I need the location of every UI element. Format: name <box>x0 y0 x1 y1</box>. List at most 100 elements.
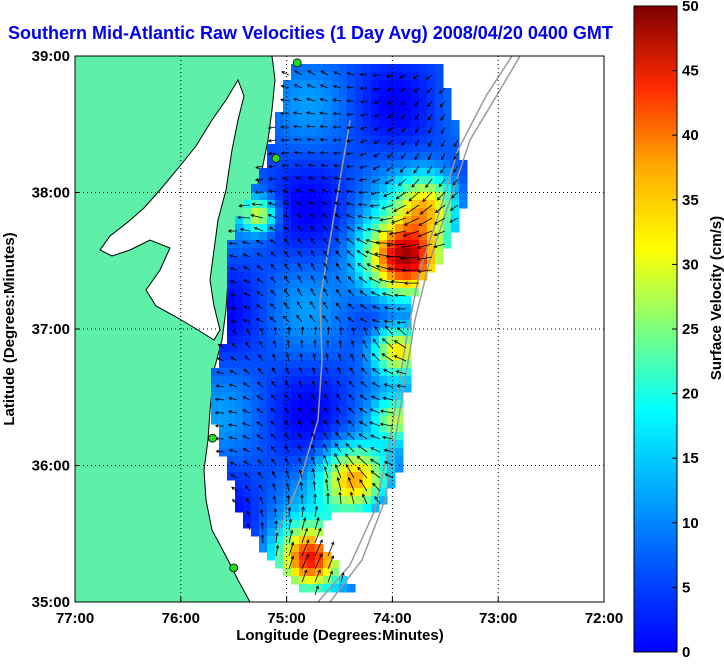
velocity-cell <box>283 344 292 353</box>
velocity-cell <box>363 144 372 153</box>
velocity-cell <box>387 128 396 137</box>
velocity-cell <box>259 504 268 513</box>
velocity-cell <box>339 296 348 305</box>
velocity-cell <box>459 192 468 201</box>
velocity-cell <box>347 272 356 281</box>
x-tick-label: 76:00 <box>162 610 200 627</box>
velocity-cell <box>419 160 428 169</box>
velocity-cell <box>251 480 260 489</box>
velocity-cell <box>323 576 332 585</box>
velocity-cell <box>395 272 404 281</box>
velocity-cell <box>291 320 300 329</box>
velocity-cell <box>307 360 316 369</box>
colorbar-gradient <box>634 6 677 652</box>
velocity-cell <box>371 256 380 265</box>
velocity-cell <box>243 520 252 529</box>
velocity-cell <box>259 200 268 209</box>
velocity-cell <box>379 88 388 97</box>
velocity-cell <box>315 208 324 217</box>
velocity-cell <box>363 96 372 105</box>
velocity-cell <box>403 144 412 153</box>
velocity-cell <box>267 512 276 521</box>
velocity-cell <box>363 304 372 313</box>
velocity-cell <box>347 424 356 433</box>
colorbar-tick-label: 5 <box>682 579 690 596</box>
velocity-cell <box>259 320 268 329</box>
velocity-cell <box>427 208 436 217</box>
velocity-cell <box>235 392 244 401</box>
velocity-cell <box>235 456 244 465</box>
velocity-cell <box>363 360 372 369</box>
velocity-cell <box>363 448 372 457</box>
velocity-cell <box>267 520 276 529</box>
velocity-cell <box>451 216 460 225</box>
velocity-cell <box>323 176 332 185</box>
velocity-cell <box>419 104 428 113</box>
velocity-cell <box>459 184 468 193</box>
velocity-cell <box>267 400 276 409</box>
velocity-cell <box>339 72 348 81</box>
velocity-cell <box>219 376 228 385</box>
velocity-cell <box>291 576 300 585</box>
velocity-cell <box>259 296 268 305</box>
velocity-cell <box>275 368 284 377</box>
velocity-cell <box>355 184 364 193</box>
velocity-cell <box>299 400 308 409</box>
velocity-cell <box>235 288 244 297</box>
velocity-cell <box>243 216 252 225</box>
velocity-cell <box>339 272 348 281</box>
velocity-cell <box>267 392 276 401</box>
velocity-cell <box>307 344 316 353</box>
velocity-cell <box>331 488 340 497</box>
velocity-cell <box>363 440 372 449</box>
velocity-cell <box>331 144 340 153</box>
velocity-cell <box>275 192 284 201</box>
velocity-cell <box>371 104 380 113</box>
velocity-cell <box>315 336 324 345</box>
velocity-cell <box>323 80 332 89</box>
velocity-cell <box>379 384 388 393</box>
velocity-cell <box>227 400 236 409</box>
velocity-cell <box>235 440 244 449</box>
velocity-cell <box>363 64 372 73</box>
velocity-cell <box>355 360 364 369</box>
velocity-cell <box>315 296 324 305</box>
velocity-cell <box>435 64 444 73</box>
velocity-cell <box>427 136 436 145</box>
velocity-cell <box>283 168 292 177</box>
velocity-cell <box>275 480 284 489</box>
velocity-cell <box>363 72 372 81</box>
velocity-cell <box>427 184 436 193</box>
velocity-cell <box>291 304 300 313</box>
velocity-cell <box>371 80 380 89</box>
velocity-cell <box>235 416 244 425</box>
velocity-cell <box>267 344 276 353</box>
velocity-cell <box>355 408 364 417</box>
velocity-cell <box>259 168 268 177</box>
velocity-cell <box>387 208 396 217</box>
velocity-cell <box>227 416 236 425</box>
colorbar-tick-label: 35 <box>682 192 699 209</box>
velocity-cell <box>235 280 244 289</box>
velocity-cell <box>403 296 412 305</box>
velocity-cell <box>435 96 444 105</box>
velocity-cell <box>379 120 388 129</box>
velocity-cell <box>275 352 284 361</box>
velocity-cell <box>355 320 364 329</box>
velocity-cell <box>355 64 364 73</box>
velocity-cell <box>339 416 348 425</box>
velocity-cell <box>323 376 332 385</box>
velocity-cell <box>315 216 324 225</box>
velocity-cell <box>379 96 388 105</box>
velocity-cell <box>339 80 348 89</box>
velocity-cell <box>427 200 436 209</box>
colorbar-tick-label: 20 <box>682 386 699 403</box>
velocity-cell <box>323 88 332 97</box>
velocity-cell <box>355 144 364 153</box>
velocity-cell <box>307 528 316 537</box>
velocity-cell <box>251 256 260 265</box>
velocity-cell <box>371 296 380 305</box>
velocity-cell <box>283 360 292 369</box>
velocity-cell <box>251 400 260 409</box>
velocity-cell <box>315 224 324 233</box>
